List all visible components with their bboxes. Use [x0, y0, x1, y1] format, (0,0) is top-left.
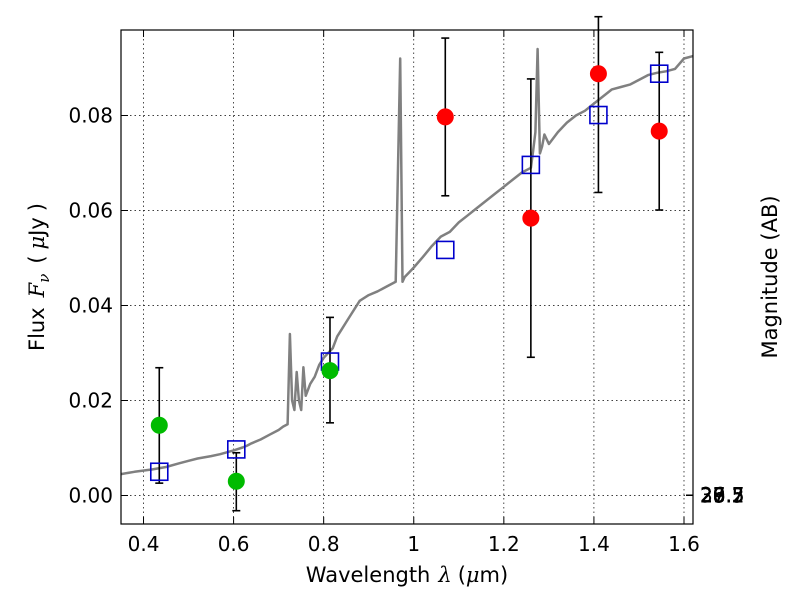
optical-point	[150, 416, 168, 434]
x-axis-lambda: λ	[437, 563, 451, 587]
mag-tick-label: 30	[700, 483, 725, 507]
model-square	[149, 462, 169, 482]
y-axis-label-right: Magnitude (AB)	[758, 195, 782, 358]
y-axis-label-word: Flux	[25, 307, 49, 351]
x-tick-label: 1	[407, 532, 420, 556]
y-axis-nu: ν	[35, 274, 53, 283]
x-tick-label: 1.6	[668, 532, 700, 556]
infrared-point	[522, 209, 540, 227]
tick-label-layer: 0.4 0.6 0.8 1 1.2 1.4 1.6 0.00 0.02 0.04 0.06 0.08 2…	[68, 104, 744, 557]
infrared-point	[650, 122, 668, 140]
mag-tick-label: 28.5	[700, 483, 745, 507]
y-tick-label: 0.06	[68, 199, 113, 223]
mag-tick-label: 29	[700, 483, 725, 507]
spectrum-layer	[120, 47, 694, 476]
mag-tick-label: 27	[700, 483, 725, 507]
model-square	[227, 440, 246, 459]
mag-tick-label: 26.7	[700, 483, 745, 507]
plot-frame	[120, 29, 694, 525]
x-tick-label: 0.8	[308, 532, 340, 556]
x-tick-label: 0.6	[218, 532, 250, 556]
model-square	[435, 240, 455, 260]
point-layer	[149, 64, 669, 490]
x-axis-label: Wavelength λ (μm)	[306, 563, 508, 587]
y-axis-paren-open: (	[25, 255, 49, 263]
spectrum-line	[120, 47, 694, 476]
x-axis-paren-open: (	[458, 563, 466, 587]
mag-tick-label: 27.2	[700, 483, 745, 507]
infrared-point	[589, 65, 607, 83]
optical-point	[227, 472, 245, 490]
model-square	[649, 64, 669, 83]
x-tick-label: 1.2	[488, 532, 520, 556]
grid-lines	[121, 30, 693, 524]
infrared-point	[436, 108, 454, 126]
y-tick-label: 0.08	[68, 104, 113, 128]
y-tick-label: 0.04	[68, 294, 113, 318]
x-axis-mu: μ	[466, 563, 480, 587]
mag-tick-label: 26.5	[700, 483, 745, 507]
x-tick-label: 1.4	[578, 532, 610, 556]
x-axis-label-word: Wavelength	[306, 563, 431, 587]
y-axis-unit: Jy	[25, 217, 49, 238]
mag-tick-label: 27.5	[700, 483, 745, 507]
errorbar-layer	[155, 15, 664, 512]
x-axis-unit: m)	[480, 563, 509, 587]
model-square	[589, 105, 608, 125]
y-axis-mu: μ	[25, 236, 49, 250]
tick-layer	[121, 30, 693, 524]
y-axis-paren-close: )	[25, 203, 49, 211]
y-tick-label: 0.00	[68, 484, 113, 508]
optical-point	[321, 362, 339, 380]
mag-tick-label: 28	[700, 483, 725, 507]
model-square	[521, 155, 541, 175]
y-tick-label: 0.02	[68, 389, 113, 413]
y-axis-F: F	[25, 281, 49, 298]
y-axis-label-left: Flux Fν ( μJy)	[25, 203, 53, 351]
x-tick-label: 0.4	[128, 532, 160, 556]
